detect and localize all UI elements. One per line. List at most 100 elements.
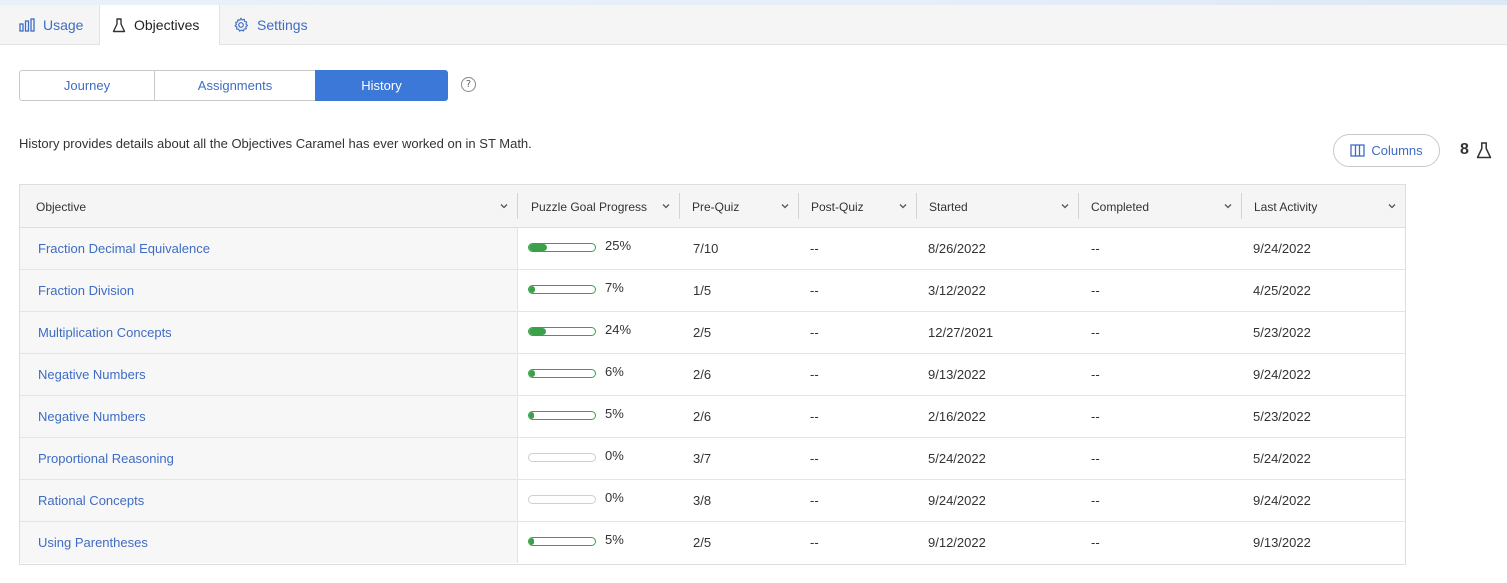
objective-count: 8 (1460, 141, 1492, 159)
bar-chart-icon (19, 18, 35, 32)
gear-icon (233, 17, 249, 33)
column-divider (1078, 193, 1079, 219)
top-banner-strip (0, 0, 1507, 5)
segment-assignments[interactable]: Assignments (154, 70, 316, 101)
columns-button[interactable]: Columns (1333, 134, 1440, 167)
completed-cell: -- (1091, 535, 1100, 550)
column-header-started[interactable]: Started (917, 185, 1078, 228)
last-activity-cell: 4/25/2022 (1253, 283, 1311, 298)
objective-link[interactable]: Proportional Reasoning (38, 451, 174, 466)
column-header-post-quiz[interactable]: Post-Quiz (799, 185, 916, 228)
objective-cell (20, 312, 518, 353)
post-quiz-cell: -- (810, 451, 819, 466)
table-row: Multiplication Concepts 24% 2/5 -- 12/27… (20, 312, 1405, 354)
table-row: Using Parentheses 5% 2/5 -- 9/12/2022 --… (20, 522, 1405, 564)
table-header: Objective Puzzle Goal Progress Pre-Quiz … (20, 185, 1405, 228)
tab-objectives-label: Objectives (134, 17, 200, 33)
segment-history[interactable]: History (315, 70, 448, 101)
column-divider (1241, 193, 1242, 219)
objective-cell (20, 396, 518, 437)
started-cell: 9/12/2022 (928, 535, 986, 550)
column-header-label: Post-Quiz (811, 199, 864, 214)
progress-percent: 25% (605, 238, 632, 253)
last-activity-cell: 5/24/2022 (1253, 451, 1311, 466)
pre-quiz-cell: 3/8 (693, 493, 712, 508)
progress-bar (528, 453, 596, 462)
started-cell: 12/27/2021 (928, 325, 994, 340)
last-activity-cell: 9/24/2022 (1253, 493, 1311, 508)
completed-cell: -- (1091, 325, 1100, 340)
column-header-objective[interactable]: Objective (20, 185, 517, 228)
started-cell: 9/13/2022 (928, 367, 986, 382)
progress-bar (528, 537, 596, 546)
chevron-down-icon (661, 200, 671, 214)
column-header-label: Pre-Quiz (692, 199, 740, 214)
pre-quiz-cell: 2/6 (693, 409, 712, 424)
completed-cell: -- (1091, 451, 1100, 466)
column-header-puzzle-goal-progress[interactable]: Puzzle Goal Progress (518, 185, 679, 228)
progress-bar (528, 411, 596, 420)
objective-link[interactable]: Multiplication Concepts (38, 325, 172, 340)
started-cell: 2/16/2022 (928, 409, 986, 424)
segment-journey-label: Journey (63, 78, 111, 93)
started-cell: 8/26/2022 (928, 241, 986, 256)
progress-percent: 0% (605, 448, 624, 463)
help-icon[interactable]: ? (461, 77, 476, 92)
post-quiz-cell: -- (810, 241, 819, 256)
chevron-down-icon (1387, 200, 1397, 214)
objective-link[interactable]: Fraction Decimal Equivalence (38, 241, 210, 256)
column-header-last-activity[interactable]: Last Activity (1242, 185, 1405, 228)
tab-objectives[interactable]: Objectives (99, 5, 220, 45)
post-quiz-cell: -- (810, 367, 819, 382)
progress-bar-fill (529, 286, 536, 293)
tab-usage[interactable]: Usage (0, 5, 99, 45)
tab-settings[interactable]: Settings (220, 5, 330, 45)
objective-link[interactable]: Using Parentheses (38, 535, 148, 550)
started-cell: 9/24/2022 (928, 493, 986, 508)
flask-icon (112, 17, 126, 33)
column-header-pre-quiz[interactable]: Pre-Quiz (680, 185, 798, 228)
column-divider (798, 193, 799, 219)
completed-cell: -- (1091, 241, 1100, 256)
objective-cell (20, 522, 518, 563)
column-header-completed[interactable]: Completed (1079, 185, 1241, 228)
post-quiz-cell: -- (810, 493, 819, 508)
top-navigation: Usage Objectives Settings (0, 5, 1507, 45)
columns-button-label: Columns (1371, 143, 1423, 158)
objective-link[interactable]: Rational Concepts (38, 493, 145, 508)
post-quiz-cell: -- (810, 409, 819, 424)
progress-bar-fill (529, 370, 535, 377)
objective-link[interactable]: Negative Numbers (38, 367, 146, 382)
started-cell: 3/12/2022 (928, 283, 986, 298)
history-table: Objective Puzzle Goal Progress Pre-Quiz … (19, 184, 1406, 565)
history-description: History provides details about all the O… (19, 136, 532, 151)
last-activity-cell: 5/23/2022 (1253, 409, 1311, 424)
progress-bar-fill (529, 538, 535, 545)
post-quiz-cell: -- (810, 325, 819, 340)
chevron-down-icon (898, 200, 908, 214)
chevron-down-icon (499, 200, 509, 214)
progress-bar (528, 327, 596, 336)
post-quiz-cell: -- (810, 283, 819, 298)
progress-bar (528, 285, 596, 294)
objective-link[interactable]: Negative Numbers (38, 409, 146, 424)
objective-count-value: 8 (1460, 141, 1469, 158)
pre-quiz-cell: 3/7 (693, 451, 712, 466)
progress-percent: 5% (605, 532, 624, 547)
column-header-label: Puzzle Goal Progress (531, 199, 648, 214)
chevron-down-icon (1223, 200, 1233, 214)
completed-cell: -- (1091, 283, 1100, 298)
progress-percent: 6% (605, 364, 624, 379)
column-header-label: Objective (36, 199, 87, 214)
progress-bar (528, 243, 596, 252)
column-header-label: Last Activity (1254, 199, 1318, 214)
table-row: Fraction Decimal Equivalence 25% 7/10 --… (20, 228, 1405, 270)
table-row: Proportional Reasoning 0% 3/7 -- 5/24/20… (20, 438, 1405, 480)
table-row: Negative Numbers 6% 2/6 -- 9/13/2022 -- … (20, 354, 1405, 396)
segment-journey[interactable]: Journey (19, 70, 155, 101)
objective-link[interactable]: Fraction Division (38, 283, 135, 298)
progress-bar (528, 495, 596, 504)
last-activity-cell: 9/24/2022 (1253, 367, 1311, 382)
last-activity-cell: 9/13/2022 (1253, 535, 1311, 550)
chevron-down-icon (780, 200, 790, 214)
